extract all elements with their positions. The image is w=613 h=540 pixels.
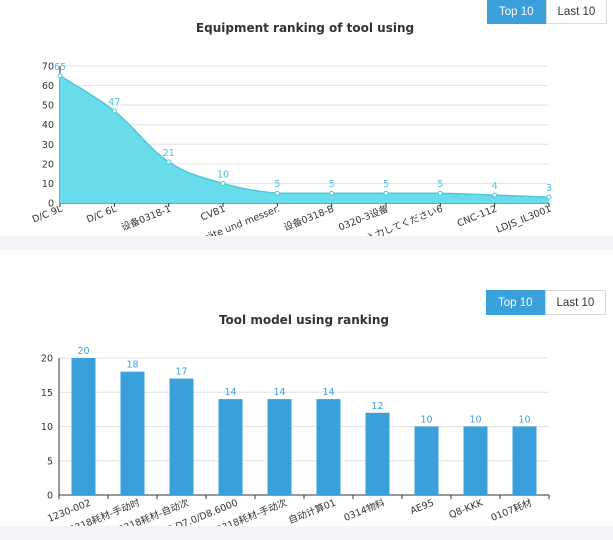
data-label: 65 [54, 62, 66, 73]
ranking-toggle-group: Top 10 Last 10 [486, 290, 607, 315]
bar [414, 426, 439, 495]
data-label: 5 [329, 179, 335, 190]
x-tick-label: 0107耗材 [489, 496, 534, 523]
data-label: 47 [108, 97, 120, 108]
equipment-ranking-chart: Equipment ranking of tool using 0 10 20 30 4… [31, 21, 553, 236]
x-tick-label: D/C 6L [85, 203, 119, 225]
bar [169, 378, 194, 495]
data-point [383, 190, 389, 196]
data-label: 5 [274, 179, 280, 190]
data-label: 20 [77, 346, 89, 357]
data-point [57, 73, 63, 79]
y-tick-label: 0 [47, 491, 53, 502]
panel-divider [0, 526, 613, 540]
chart-title: Tool model using ranking [219, 313, 389, 327]
top10-button[interactable]: Top 10 [487, 0, 546, 24]
y-tick-label: 30 [42, 140, 54, 151]
area-fill [60, 75, 549, 203]
last10-button[interactable]: Last 10 [544, 290, 607, 315]
y-tick-label: 10 [41, 422, 53, 433]
ranking-toggle-group: Top 10 Last 10 [487, 0, 608, 24]
data-label: 5 [437, 179, 443, 190]
bar [463, 426, 488, 495]
equipment-ranking-panel: Equipment ranking of tool using 0 10 20 30 4… [0, 0, 613, 236]
last10-button[interactable]: Last 10 [545, 0, 608, 24]
data-point [329, 190, 335, 196]
data-label: 21 [163, 148, 175, 159]
bar [365, 412, 390, 495]
x-tick-label: Q8-KKK [447, 497, 485, 521]
tool-model-ranking-chart: Tool model using ranking 051015201230-00… [41, 313, 550, 526]
y-tick-label: 70 [42, 62, 54, 73]
data-label: 12 [371, 401, 383, 412]
bar [218, 399, 243, 495]
x-tick-label: 自动计算01 [287, 497, 338, 526]
y-tick-label: 50 [42, 101, 54, 112]
data-label: 10 [469, 415, 481, 426]
tool-model-ranking-panel: Tool model using ranking 0 5 10 15 20 1230-00… [0, 290, 613, 526]
bar [316, 399, 341, 495]
data-label: 5 [383, 179, 389, 190]
data-label: 18 [126, 360, 138, 371]
chart-title: Equipment ranking of tool using [196, 21, 414, 35]
x-tick-label: AE95 [409, 498, 436, 517]
y-tick-label: 40 [42, 120, 54, 131]
y-tick-label: 60 [42, 81, 54, 92]
data-point [111, 108, 117, 114]
bar [267, 399, 292, 495]
data-label: 10 [217, 169, 229, 180]
data-label: 14 [322, 387, 334, 398]
data-point [166, 159, 172, 165]
y-tick-label: 15 [41, 388, 53, 399]
x-tick-label: LDJS_IL3001 [495, 204, 553, 236]
data-label: 10 [420, 415, 432, 426]
data-point [274, 190, 280, 196]
y-tick-label: 20 [42, 159, 54, 170]
data-point [220, 180, 226, 186]
bar [71, 358, 96, 495]
panel-divider [0, 236, 613, 250]
data-label: 10 [518, 415, 530, 426]
data-point [546, 194, 552, 200]
data-label: 14 [273, 387, 285, 398]
x-tick-label: 设备0318-1 [119, 203, 172, 234]
data-point [437, 190, 443, 196]
area-line [59, 75, 550, 198]
y-tick-label: 10 [42, 179, 54, 190]
x-tick-label: CVB1 [199, 204, 227, 224]
data-label: 3 [546, 183, 552, 194]
x-tick-label: CNC-112 [456, 204, 499, 230]
y-tick-label: 5 [47, 456, 53, 467]
x-tick-label: 0314物料 [342, 496, 387, 523]
top10-button[interactable]: Top 10 [486, 290, 545, 315]
y-tick-label: 20 [41, 354, 53, 365]
data-label: 4 [492, 181, 498, 192]
data-label: 17 [175, 367, 187, 378]
bar [120, 371, 145, 495]
data-label: 14 [224, 387, 236, 398]
x-tick-label: 设备0318-B [282, 203, 336, 234]
data-point [492, 192, 498, 198]
bar [512, 426, 537, 495]
y-tick-label: 0 [48, 199, 54, 210]
